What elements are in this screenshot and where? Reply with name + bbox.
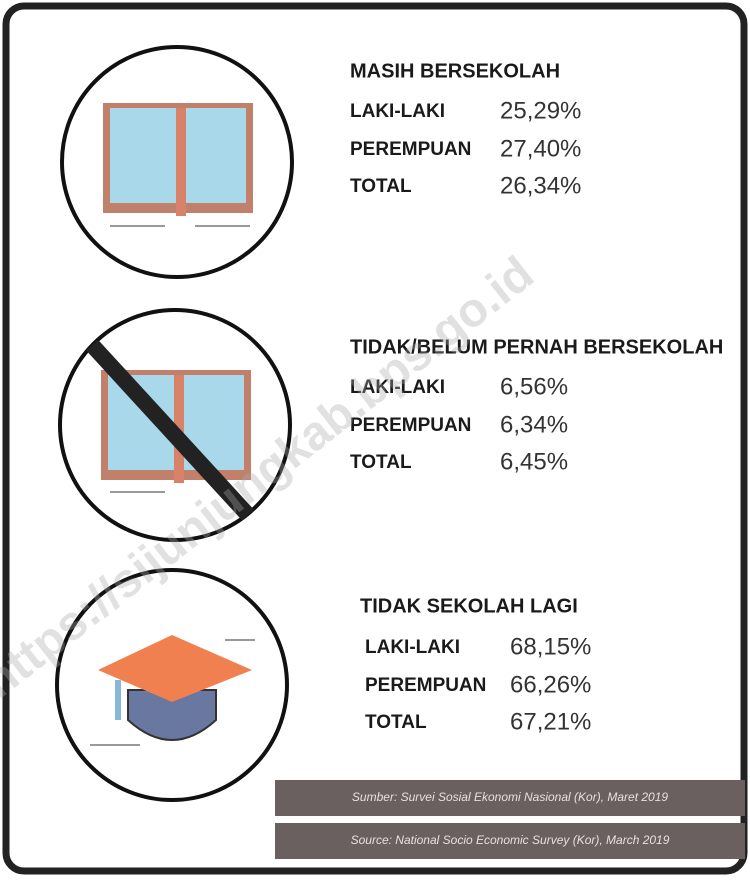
row-label: TOTAL — [350, 452, 412, 473]
row-label: TOTAL — [350, 176, 412, 197]
section-title: TIDAK/BELUM PERNAH BERSEKOLAH — [350, 336, 723, 358]
source: Sumber: Survei Sosial Ekonomi Nasional (… — [352, 790, 668, 804]
row-label: PEREMPUAN — [365, 675, 486, 696]
book-icon — [60, 45, 294, 279]
source-box — [275, 780, 745, 816]
graduation-icon — [55, 568, 289, 802]
row-label: LAKI-LAKI — [350, 377, 445, 398]
row-label: LAKI-LAKI — [350, 101, 445, 122]
row-value: 6,34% — [500, 411, 568, 438]
row-value: 6,56% — [500, 373, 568, 400]
section-title: TIDAK SEKOLAH LAGI — [360, 595, 578, 617]
no-school-icon — [58, 308, 292, 542]
source: Source: National Socio Economic Survey (… — [351, 833, 670, 847]
stats: MASIH BERSEKOLAH LAKI-LAKI 25,29% PEREMPUAN… — [350, 60, 723, 735]
row-value: 6,45% — [500, 448, 568, 475]
source-box — [275, 823, 745, 859]
row-value: 67,21% — [510, 708, 591, 735]
row-label: LAKI-LAKI — [365, 637, 460, 658]
row-label: TOTAL — [365, 712, 427, 733]
row-value: 68,15% — [510, 633, 591, 660]
row-label: PEREMPUAN — [350, 415, 471, 436]
row-value: 66,26% — [510, 671, 591, 698]
section-title: MASIH BERSEKOLAH — [350, 60, 560, 82]
row-value: 25,29% — [500, 97, 581, 124]
row-value: 27,40% — [500, 135, 581, 162]
row-label: PEREMPUAN — [350, 139, 471, 160]
row-value: 26,34% — [500, 172, 581, 199]
